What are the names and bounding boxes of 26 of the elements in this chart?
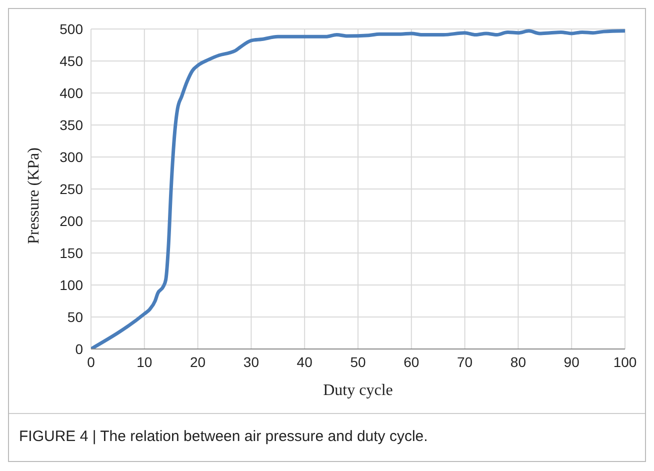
x-tick-label: 80 <box>510 354 526 370</box>
caption: FIGURE 4 | The relation between air pressure and duty cycle. <box>19 428 428 445</box>
x-tick-label: 60 <box>404 354 420 370</box>
x-tick-label: 20 <box>190 354 206 370</box>
x-tick-label: 10 <box>136 354 152 370</box>
y-tick-label: 350 <box>60 116 84 133</box>
x-tick-label: 50 <box>350 354 366 370</box>
y-tick-label: 100 <box>60 276 84 293</box>
x-tick-label: 100 <box>613 354 637 370</box>
y-tick-label: 400 <box>60 84 84 101</box>
y-axis-title: Pressure (KPa) <box>26 148 43 244</box>
y-tick-label: 250 <box>60 180 84 197</box>
x-tick-label: 70 <box>457 354 473 370</box>
y-tick-label: 450 <box>60 52 84 69</box>
y-tick-label: 300 <box>60 148 84 165</box>
x-tick-label: 0 <box>87 354 96 370</box>
x-tick-label: 40 <box>296 354 313 370</box>
y-tick-label: 0 <box>75 340 84 357</box>
x-tick-label: 30 <box>243 354 260 370</box>
line-series <box>91 29 625 349</box>
x-axis-title: Duty cycle <box>323 382 393 399</box>
y-tick-label: 200 <box>60 212 84 229</box>
y-tick-label: 500 <box>60 20 84 37</box>
x-tick-label: 90 <box>564 354 580 370</box>
y-tick-label: 50 <box>67 308 84 325</box>
y-tick-label: 150 <box>60 244 84 261</box>
